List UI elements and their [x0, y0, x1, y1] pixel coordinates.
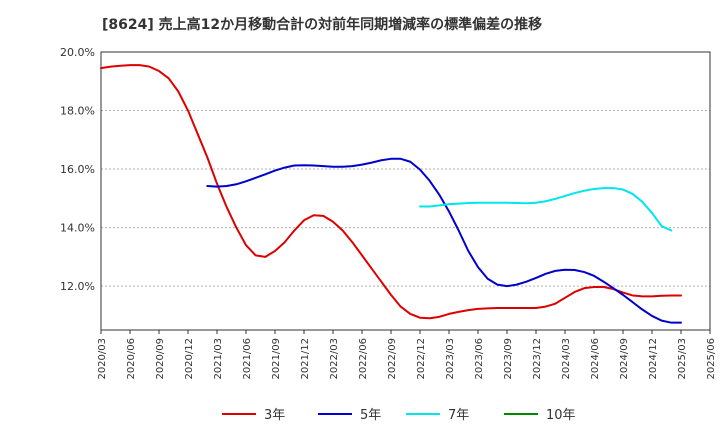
x-tick-label: 2020/03	[97, 338, 108, 380]
x-tick-label: 2020/12	[184, 338, 195, 380]
x-tick-label: 2022/12	[416, 338, 427, 380]
series-line-7年	[419, 187, 673, 232]
y-tick-label: 18.0%	[60, 105, 95, 118]
chart-title: [8624] 売上高12か月移動合計の対前年同期増減率の標準偏差の推移	[102, 17, 543, 33]
x-axis: 2020/03 2020/06 2020/09 2020/12 2021/03 2021/…	[97, 330, 717, 380]
x-tick-label: 2021/06	[242, 338, 253, 380]
x-tick-label: 2021/09	[271, 338, 282, 380]
x-tick-label: 2023/12	[532, 338, 543, 380]
legend-label: 7年	[448, 408, 469, 423]
x-tick-label: 2024/09	[619, 338, 630, 380]
y-axis: 12.0% 14.0% 16.0% 18.0% 20.0%	[60, 46, 95, 293]
series-layer	[100, 64, 682, 324]
x-tick-label: 2025/03	[677, 338, 688, 380]
legend-label: 5年	[360, 408, 381, 423]
grid-layer	[101, 51, 710, 287]
plot-frame	[100, 51, 711, 331]
y-tick-label: 16.0%	[60, 163, 95, 176]
x-tick-label: 2023/03	[445, 338, 456, 380]
x-tick-label: 2022/09	[387, 338, 398, 380]
series-line-5年	[206, 157, 682, 324]
x-tick-label: 2022/03	[329, 338, 340, 380]
x-tick-label: 2020/09	[155, 338, 166, 380]
x-tick-label: 2025/06	[706, 338, 717, 380]
series-line-3年	[100, 64, 682, 320]
legend-label: 3年	[264, 408, 285, 423]
x-tick-label: 2024/12	[648, 338, 659, 380]
x-tick-label: 2024/03	[561, 338, 572, 380]
legend-label: 10年	[546, 408, 576, 423]
x-tick-label: 2023/09	[503, 338, 514, 380]
x-tick-label: 2021/03	[213, 338, 224, 380]
x-tick-label: 2023/06	[474, 338, 485, 380]
y-tick-label: 12.0%	[60, 280, 95, 293]
x-tick-label: 2020/06	[126, 338, 137, 380]
y-tick-label: 20.0%	[60, 46, 95, 59]
x-tick-label: 2021/12	[300, 338, 311, 380]
y-tick-label: 14.0%	[60, 222, 95, 235]
legend: 3年 5年 7年 10年	[222, 408, 576, 423]
x-tick-label: 2024/06	[590, 338, 601, 380]
x-tick-label: 2022/06	[358, 338, 369, 380]
